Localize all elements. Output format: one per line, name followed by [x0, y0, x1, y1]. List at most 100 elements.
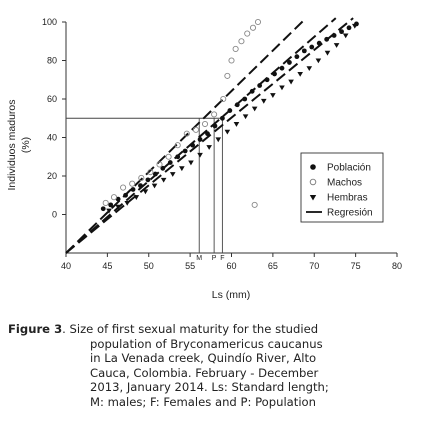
marker-label-m: M: [196, 255, 202, 262]
hembras-point: [151, 183, 158, 189]
machos-point: [244, 30, 251, 37]
machos-point: [238, 38, 245, 45]
y-tick-label: 60: [47, 94, 57, 104]
hembras-point: [215, 137, 222, 143]
x-tick-label: 60: [226, 261, 236, 271]
marker-label-f: F: [220, 255, 224, 262]
x-tick-label: 50: [144, 261, 154, 271]
machos-point: [192, 126, 199, 133]
caption-line-1: . Size of first sexual maturity for the …: [62, 322, 319, 336]
regression-lines: [65, 17, 354, 254]
y-tick-label: 100: [42, 17, 57, 27]
data-points: [100, 18, 359, 214]
machos-point: [165, 153, 172, 160]
hembras-point: [160, 177, 167, 183]
hembras-point: [306, 66, 313, 71]
hembras-point: [342, 33, 349, 39]
legend-machos-marker: [309, 178, 317, 186]
y-tick-label: 40: [47, 133, 57, 143]
x-tick-label: 80: [392, 261, 402, 271]
hembras-point: [197, 152, 203, 158]
legend-poblacion-label: Población: [327, 163, 371, 174]
poblacion-point: [279, 65, 285, 71]
hembras-point: [324, 50, 331, 56]
poblacion-point: [152, 171, 158, 177]
hembras-point: [179, 166, 185, 172]
machos-point: [156, 161, 163, 168]
legend-box: [300, 152, 384, 223]
poblacion-point: [212, 123, 218, 129]
caption-line-4: Cauca, Colombia. February - December: [90, 365, 319, 380]
hembras-point: [270, 93, 276, 98]
poblacion-point: [294, 54, 300, 60]
poblacion-point: [167, 160, 173, 165]
poblacion-point: [219, 115, 225, 121]
poblacion-point: [309, 44, 315, 50]
poblacion-point: [301, 48, 307, 54]
figure-caption: Figure 3. Size of first sexual maturity …: [8, 322, 413, 410]
legend-poblacion-marker: [310, 164, 316, 170]
legend: Población Machos Hembras Regresión: [300, 152, 384, 223]
poblacion-point: [130, 187, 136, 192]
machos-point: [201, 120, 209, 128]
x-tick-label: 55: [185, 261, 195, 271]
poblacion-point: [346, 25, 352, 31]
caption-lead: Figure 3: [8, 322, 63, 336]
poblacion-point: [339, 29, 344, 35]
marker-label-p: P: [212, 255, 217, 262]
poblacion-point: [145, 177, 151, 183]
hembras-point: [260, 98, 267, 104]
regression-line-2: [65, 17, 337, 254]
poblacion-point: [264, 77, 270, 83]
hembras-point: [224, 129, 231, 135]
machos-point: [254, 18, 262, 26]
x-axis-label: Ls (mm): [212, 289, 251, 301]
poblacion-point: [234, 102, 240, 108]
legend-hembras-label: Hembras: [327, 193, 368, 204]
poblacion-point: [175, 154, 181, 160]
machos-point: [224, 72, 231, 79]
hembras-point: [251, 106, 258, 112]
poblacion-point: [249, 88, 255, 94]
hembras-point: [315, 58, 322, 64]
poblacion-point: [316, 40, 322, 46]
poblacion-point: [197, 137, 203, 142]
poblacion-point: [227, 108, 233, 113]
legend-machos-label: Machos: [327, 178, 362, 189]
y-tick-label: 20: [47, 171, 57, 181]
machos-point: [110, 194, 118, 201]
y-axis-label: Individuos maduros: [6, 99, 18, 190]
axes: 40 45 50 55 60 65 70 75 80 0 20 40 60 80 100: [42, 17, 402, 271]
poblacion-point: [257, 83, 263, 88]
machos-point: [138, 174, 145, 181]
caption-line-6: M: males; F: Females and P: Population: [90, 394, 316, 409]
poblacion-point: [108, 202, 114, 208]
x-tick-label: 75: [351, 261, 361, 271]
caption-line-5: 2013, January 2014. Ls: Standard length;: [90, 380, 329, 395]
hembras-point: [279, 85, 285, 91]
hembras-point: [233, 122, 240, 127]
hembras-point: [188, 160, 194, 166]
machos-point: [220, 95, 227, 103]
caption-line-2: population of Bryconamericus caucanus: [90, 336, 323, 351]
hembras-point: [169, 172, 176, 177]
poblacion-point: [138, 183, 143, 189]
chart: Individuos maduros (%) Ls (mm) 40 45 50 55 6…: [6, 17, 402, 301]
x-tick-label: 65: [268, 261, 278, 271]
regression-line-1: [65, 17, 307, 254]
poblacion-point: [331, 33, 337, 38]
hembras-point: [106, 208, 112, 214]
machos-point: [147, 169, 154, 176]
machos-point: [183, 130, 190, 137]
poblacion-point: [182, 148, 188, 154]
x-tick-label: 40: [61, 261, 71, 271]
machos-point: [228, 57, 235, 64]
y-axis-unit: (%): [20, 137, 32, 153]
machos-point: [249, 24, 257, 31]
poblacion-point: [242, 96, 248, 102]
machos-point: [232, 45, 239, 53]
machos-point: [120, 184, 127, 191]
poblacion-point: [160, 165, 166, 171]
hembras-point: [297, 71, 303, 77]
legend-hembras-marker: [309, 195, 317, 201]
